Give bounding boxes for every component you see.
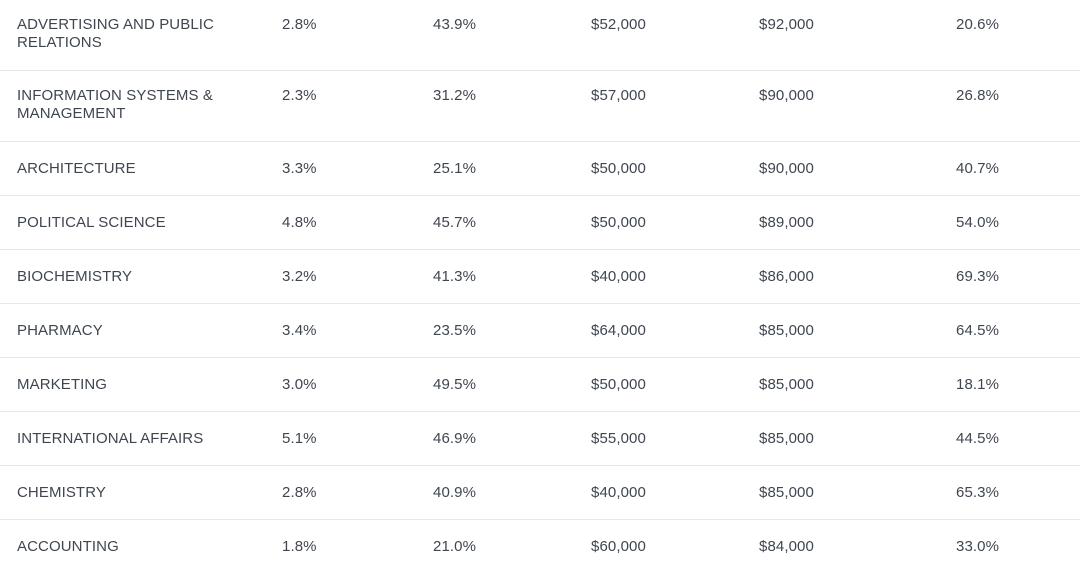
table-cell: 23.5% (433, 322, 477, 339)
table-cell: 40.9% (433, 484, 477, 501)
table-cell: $50,000 (591, 160, 646, 177)
table-cell: 21.0% (433, 538, 477, 555)
table-cell: $85,000 (759, 430, 814, 447)
table-cell: $55,000 (591, 430, 646, 447)
major-name: ADVERTISING AND PUBLIC RELATIONS (17, 16, 214, 51)
table-cell: 2.3% (282, 87, 317, 104)
table-cell: 1.8% (282, 538, 317, 555)
table-cell: 5.1% (282, 430, 317, 447)
table-cell: 3.0% (282, 376, 317, 393)
table-cell: 40.7% (956, 160, 1000, 177)
table-cell: $85,000 (759, 322, 814, 339)
table-row: ARCHITECTURE 3.3% 25.1% $50,000 $90,000 … (0, 142, 1080, 196)
major-name: CHEMISTRY (17, 484, 106, 501)
major-name: BIOCHEMISTRY (17, 268, 133, 285)
major-name: INTERNATIONAL AFFAIRS (17, 430, 204, 447)
table-cell: 45.7% (433, 214, 477, 231)
table-cell: $50,000 (591, 376, 646, 393)
table-cell: 26.8% (956, 87, 1000, 104)
table-cell: 44.5% (956, 430, 1000, 447)
table-cell: 43.9% (433, 16, 477, 33)
table-cell: $52,000 (591, 16, 646, 33)
table-cell: $85,000 (759, 376, 814, 393)
table-cell: $90,000 (759, 160, 814, 177)
table-cell: $40,000 (591, 268, 646, 285)
table-cell: $86,000 (759, 268, 814, 285)
table-cell: $90,000 (759, 87, 814, 104)
table-cell: 49.5% (433, 376, 477, 393)
table-row: ADVERTISING AND PUBLIC RELATIONS 2.8% 43… (0, 0, 1080, 71)
table-row: ACCOUNTING 1.8% 21.0% $60,000 $84,000 33… (0, 520, 1080, 574)
table-cell: $64,000 (591, 322, 646, 339)
table-cell: $40,000 (591, 484, 646, 501)
table-cell: 64.5% (956, 322, 1000, 339)
table-cell: $84,000 (759, 538, 814, 555)
table-cell: 65.3% (956, 484, 1000, 501)
table-row: MARKETING 3.0% 49.5% $50,000 $85,000 18.… (0, 358, 1080, 412)
table-cell: 20.6% (956, 16, 1000, 33)
table-cell: 2.8% (282, 484, 317, 501)
major-name: INFORMATION SYSTEMS & MANAGEMENT (17, 87, 214, 122)
major-name: MARKETING (17, 376, 108, 393)
table-cell: 3.2% (282, 268, 317, 285)
table-cell: 25.1% (433, 160, 477, 177)
major-name: ACCOUNTING (17, 538, 119, 555)
table-cell: $57,000 (591, 87, 646, 104)
table-cell: $92,000 (759, 16, 814, 33)
table-cell: $85,000 (759, 484, 814, 501)
table-cell: 33.0% (956, 538, 1000, 555)
table-cell: 54.0% (956, 214, 1000, 231)
major-name: ARCHITECTURE (17, 160, 136, 177)
table-cell: $89,000 (759, 214, 814, 231)
table-cell: 3.3% (282, 160, 317, 177)
table-cell: 3.4% (282, 322, 317, 339)
table-row: INFORMATION SYSTEMS & MANAGEMENT 2.3% 31… (0, 71, 1080, 142)
table-cell: 41.3% (433, 268, 477, 285)
table-cell: 18.1% (956, 376, 1000, 393)
table-cell: $60,000 (591, 538, 646, 555)
table-cell: 2.8% (282, 16, 317, 33)
table-cell: 31.2% (433, 87, 477, 104)
table-row: POLITICAL SCIENCE 4.8% 45.7% $50,000 $89… (0, 196, 1080, 250)
major-name: PHARMACY (17, 322, 103, 339)
table-row: CHEMISTRY 2.8% 40.9% $40,000 $85,000 65.… (0, 466, 1080, 520)
major-name: POLITICAL SCIENCE (17, 214, 166, 231)
table-cell: 4.8% (282, 214, 317, 231)
table-row: INTERNATIONAL AFFAIRS 5.1% 46.9% $55,000… (0, 412, 1080, 466)
table-row: PHARMACY 3.4% 23.5% $64,000 $85,000 64.5… (0, 304, 1080, 358)
table-cell: $50,000 (591, 214, 646, 231)
table-row: BIOCHEMISTRY 3.2% 41.3% $40,000 $86,000 … (0, 250, 1080, 304)
table-cell: 69.3% (956, 268, 1000, 285)
table-cell: 46.9% (433, 430, 477, 447)
